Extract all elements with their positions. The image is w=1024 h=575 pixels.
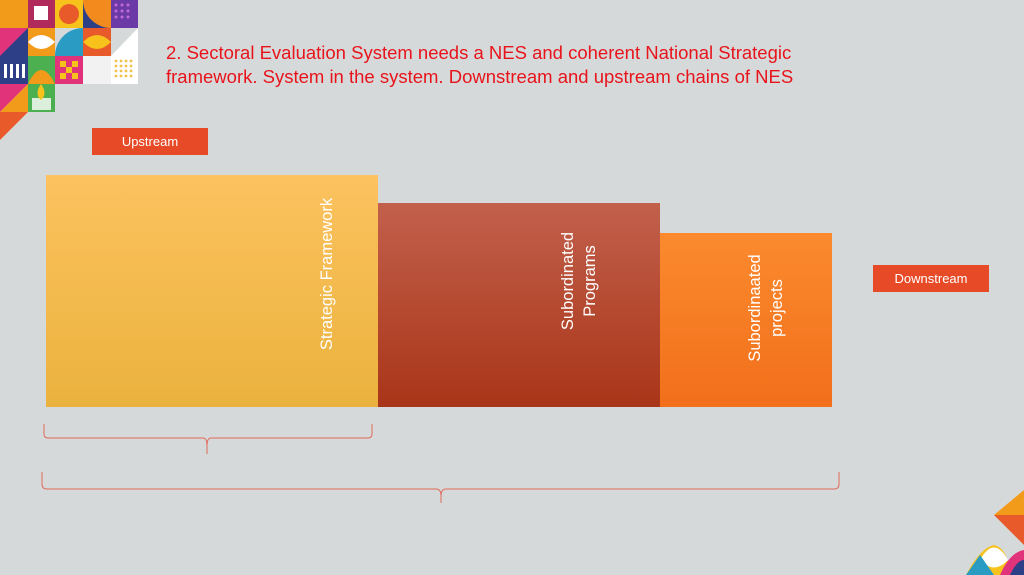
slide-title: 2. Sectoral Evaluation System needs a NE… bbox=[166, 41, 926, 89]
title-line-1: 2. Sectoral Evaluation System needs a NE… bbox=[166, 42, 792, 63]
title-line-2: framework. System in the system. Downstr… bbox=[166, 66, 794, 87]
brace-small bbox=[43, 424, 373, 454]
subordinated-programs-line-1: Subordinated bbox=[559, 231, 577, 331]
subordinated-programs-label: Subordinated Programs bbox=[557, 211, 601, 351]
subordinated-projects-line-2: projects bbox=[768, 279, 786, 337]
upstream-tag: Upstream bbox=[92, 128, 208, 155]
strategic-framework-block: Strategic Framework bbox=[46, 175, 378, 407]
subordinated-projects-block: Subordinaated projects bbox=[660, 233, 832, 407]
subordinated-programs-block: Subordinated Programs bbox=[378, 203, 660, 407]
strategic-framework-label: Strategic Framework bbox=[318, 197, 336, 351]
subordinated-projects-label: Subordinaated projects bbox=[744, 233, 788, 383]
subordinated-projects-line-1: Subordinaated bbox=[746, 254, 764, 362]
brace-large bbox=[41, 472, 840, 503]
downstream-tag: Downstream bbox=[873, 265, 989, 292]
subordinated-programs-line-2: Programs bbox=[581, 245, 599, 317]
